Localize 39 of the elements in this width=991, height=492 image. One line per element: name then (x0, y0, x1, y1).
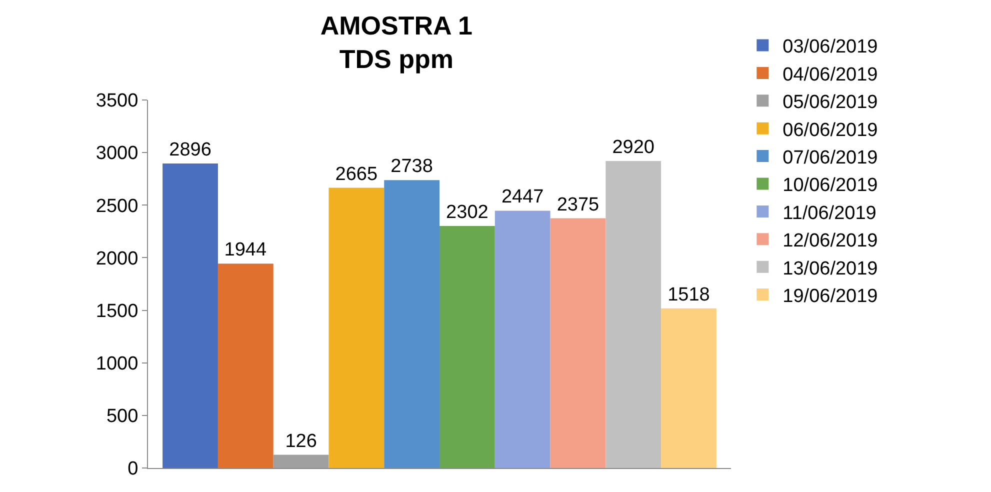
data-label: 2302 (446, 202, 488, 223)
data-label: 2375 (556, 194, 600, 216)
data-label: 2738 (390, 156, 433, 178)
y-tick-label: 0 (128, 458, 138, 480)
bar (218, 264, 274, 468)
legend-label: 12/06/2019 (782, 230, 878, 252)
data-label: 2920 (612, 136, 654, 158)
bar (606, 160, 662, 468)
bar (494, 210, 550, 468)
y-tick-label: 500 (106, 406, 138, 428)
data-label: 2665 (335, 164, 378, 185)
bar (440, 226, 495, 468)
data-label: 1944 (224, 240, 267, 261)
bar (384, 180, 440, 468)
data-label: 2447 (501, 186, 544, 208)
bar (162, 164, 218, 468)
y-tick-label: 3500 (96, 90, 138, 112)
legend-label: 19/06/2019 (782, 286, 878, 307)
y-tick-label: 1500 (96, 300, 138, 322)
legend-label: 11/06/2019 (782, 202, 876, 224)
bar (328, 188, 384, 468)
legend-label: 07/06/2019 (782, 147, 878, 168)
y-tick-label: 1000 (96, 354, 138, 375)
y-tick-label: 2000 (96, 248, 138, 270)
data-label: 1518 (668, 284, 710, 306)
legend-label: 04/06/2019 (782, 64, 878, 86)
y-tick-label: 2500 (96, 196, 138, 217)
legend-label: 13/06/2019 (782, 258, 878, 280)
bar (550, 218, 606, 468)
legend-label: 05/06/2019 (782, 92, 878, 114)
legend-label: 03/06/2019 (782, 36, 878, 58)
legend-label: 10/06/2019 (782, 175, 878, 196)
data-label: 2896 (169, 140, 212, 161)
bar (661, 308, 716, 468)
y-tick-label: 3000 (96, 143, 138, 164)
data-label: 126 (285, 430, 317, 452)
bar (273, 454, 329, 468)
legend-label: 06/06/2019 (782, 120, 878, 141)
chart-title: AMOSTRA 1 TDS ppm (320, 10, 472, 74)
